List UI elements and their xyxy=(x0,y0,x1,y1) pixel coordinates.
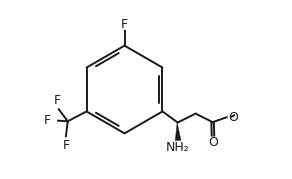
Text: NH₂: NH₂ xyxy=(166,141,190,154)
Text: O: O xyxy=(229,111,239,124)
Text: F: F xyxy=(54,95,61,107)
Text: O: O xyxy=(208,137,218,149)
Text: F: F xyxy=(43,114,51,127)
Polygon shape xyxy=(175,123,181,141)
Text: F: F xyxy=(121,18,128,31)
Text: F: F xyxy=(62,139,69,152)
